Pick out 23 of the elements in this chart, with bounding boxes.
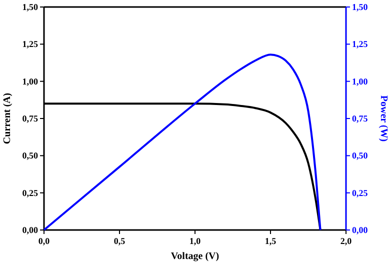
y2-tick-label: 0,00	[352, 225, 368, 235]
y-tick-label: 0,25	[22, 188, 38, 198]
x-tick-label: 1,0	[189, 236, 202, 246]
line-series	[43, 54, 322, 231]
x-tick-label: 0,5	[114, 236, 126, 246]
x-tick-label: 0,0	[38, 236, 50, 246]
y2-tick-label: 1,00	[352, 76, 368, 86]
y2-tick-label: 0,75	[352, 114, 368, 124]
y2-tick-label: 1,50	[352, 2, 368, 12]
y-tick-label: 1,25	[22, 39, 38, 50]
y2-tick-label: 0,50	[352, 150, 368, 161]
y-tick-label: 1,50	[22, 2, 38, 12]
y2-tick-label: 1,25	[352, 39, 368, 50]
y2-axis-title: Power (W)	[378, 95, 389, 142]
x-axis-title: Voltage (V)	[170, 251, 220, 262]
y-tick-label: 0,00	[22, 225, 38, 235]
y-tick-label: 0,75	[22, 114, 38, 124]
y2-tick-label: 0,25	[352, 188, 368, 198]
x-tick-label: 2,0	[340, 236, 352, 246]
y-tick-label: 1,00	[22, 76, 38, 86]
y-tick-label: 0,50	[22, 150, 38, 161]
y-axis-title: Current (A)	[2, 92, 13, 144]
x-tick-label: 1,5	[264, 236, 277, 246]
